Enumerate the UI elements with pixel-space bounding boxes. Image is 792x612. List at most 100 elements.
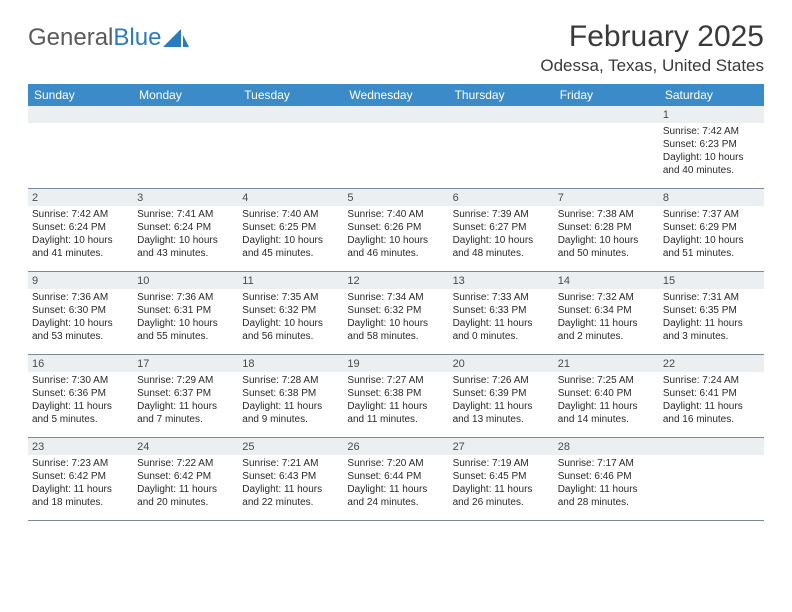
daylight-text: Daylight: 11 hours and 20 minutes. xyxy=(137,483,234,509)
calendar-grid: Sunday Monday Tuesday Wednesday Thursday… xyxy=(28,84,764,521)
sunset-text: Sunset: 6:42 PM xyxy=(32,470,129,483)
day-cell: 9Sunrise: 7:36 AMSunset: 6:30 PMDaylight… xyxy=(28,272,133,354)
daylight-text: Daylight: 10 hours and 50 minutes. xyxy=(558,234,655,260)
day-content: Sunrise: 7:26 AMSunset: 6:39 PMDaylight:… xyxy=(449,372,554,430)
day-number: 19 xyxy=(343,355,448,372)
day-number: 1 xyxy=(659,106,764,123)
day-content: Sunrise: 7:35 AMSunset: 6:32 PMDaylight:… xyxy=(238,289,343,347)
weekday-header: Thursday xyxy=(449,84,554,106)
brand-logo: GeneralBlue xyxy=(28,20,189,52)
sunset-text: Sunset: 6:32 PM xyxy=(347,304,444,317)
day-cell: 18Sunrise: 7:28 AMSunset: 6:38 PMDayligh… xyxy=(238,355,343,437)
daylight-text: Daylight: 11 hours and 13 minutes. xyxy=(453,400,550,426)
sunset-text: Sunset: 6:44 PM xyxy=(347,470,444,483)
sunrise-text: Sunrise: 7:17 AM xyxy=(558,457,655,470)
week-row: 16Sunrise: 7:30 AMSunset: 6:36 PMDayligh… xyxy=(28,355,764,438)
sunrise-text: Sunrise: 7:36 AM xyxy=(32,291,129,304)
day-content: Sunrise: 7:40 AMSunset: 6:26 PMDaylight:… xyxy=(343,206,448,264)
sunset-text: Sunset: 6:33 PM xyxy=(453,304,550,317)
sunrise-text: Sunrise: 7:37 AM xyxy=(663,208,760,221)
day-content: Sunrise: 7:42 AMSunset: 6:23 PMDaylight:… xyxy=(659,123,764,181)
sunrise-text: Sunrise: 7:42 AM xyxy=(32,208,129,221)
sunset-text: Sunset: 6:46 PM xyxy=(558,470,655,483)
sunset-text: Sunset: 6:45 PM xyxy=(453,470,550,483)
daylight-text: Daylight: 11 hours and 3 minutes. xyxy=(663,317,760,343)
day-cell: 3Sunrise: 7:41 AMSunset: 6:24 PMDaylight… xyxy=(133,189,238,271)
day-number: 27 xyxy=(449,438,554,455)
day-cell xyxy=(133,106,238,188)
day-number: 12 xyxy=(343,272,448,289)
day-cell: 15Sunrise: 7:31 AMSunset: 6:35 PMDayligh… xyxy=(659,272,764,354)
day-number: 18 xyxy=(238,355,343,372)
day-cell: 16Sunrise: 7:30 AMSunset: 6:36 PMDayligh… xyxy=(28,355,133,437)
day-cell: 11Sunrise: 7:35 AMSunset: 6:32 PMDayligh… xyxy=(238,272,343,354)
day-cell xyxy=(449,106,554,188)
day-cell: 17Sunrise: 7:29 AMSunset: 6:37 PMDayligh… xyxy=(133,355,238,437)
day-number: 20 xyxy=(449,355,554,372)
sunset-text: Sunset: 6:42 PM xyxy=(137,470,234,483)
daylight-text: Daylight: 11 hours and 28 minutes. xyxy=(558,483,655,509)
day-number: 4 xyxy=(238,189,343,206)
sunrise-text: Sunrise: 7:40 AM xyxy=(347,208,444,221)
sunrise-text: Sunrise: 7:21 AM xyxy=(242,457,339,470)
day-cell: 10Sunrise: 7:36 AMSunset: 6:31 PMDayligh… xyxy=(133,272,238,354)
sunset-text: Sunset: 6:31 PM xyxy=(137,304,234,317)
sunset-text: Sunset: 6:26 PM xyxy=(347,221,444,234)
day-number xyxy=(133,106,238,123)
day-cell: 8Sunrise: 7:37 AMSunset: 6:29 PMDaylight… xyxy=(659,189,764,271)
day-cell: 28Sunrise: 7:17 AMSunset: 6:46 PMDayligh… xyxy=(554,438,659,520)
day-content: Sunrise: 7:22 AMSunset: 6:42 PMDaylight:… xyxy=(133,455,238,513)
daylight-text: Daylight: 10 hours and 53 minutes. xyxy=(32,317,129,343)
sunset-text: Sunset: 6:40 PM xyxy=(558,387,655,400)
daylight-text: Daylight: 10 hours and 48 minutes. xyxy=(453,234,550,260)
day-content: Sunrise: 7:23 AMSunset: 6:42 PMDaylight:… xyxy=(28,455,133,513)
day-content: Sunrise: 7:17 AMSunset: 6:46 PMDaylight:… xyxy=(554,455,659,513)
day-content: Sunrise: 7:40 AMSunset: 6:25 PMDaylight:… xyxy=(238,206,343,264)
sunrise-text: Sunrise: 7:25 AM xyxy=(558,374,655,387)
location-subtitle: Odessa, Texas, United States xyxy=(540,56,764,76)
title-block: February 2025 Odessa, Texas, United Stat… xyxy=(540,20,764,76)
sunrise-text: Sunrise: 7:22 AM xyxy=(137,457,234,470)
day-content: Sunrise: 7:38 AMSunset: 6:28 PMDaylight:… xyxy=(554,206,659,264)
sunset-text: Sunset: 6:43 PM xyxy=(242,470,339,483)
logo-text-blue: Blue xyxy=(113,24,161,52)
day-content: Sunrise: 7:31 AMSunset: 6:35 PMDaylight:… xyxy=(659,289,764,347)
daylight-text: Daylight: 10 hours and 46 minutes. xyxy=(347,234,444,260)
daylight-text: Daylight: 11 hours and 5 minutes. xyxy=(32,400,129,426)
sunrise-text: Sunrise: 7:38 AM xyxy=(558,208,655,221)
day-content: Sunrise: 7:42 AMSunset: 6:24 PMDaylight:… xyxy=(28,206,133,264)
daylight-text: Daylight: 11 hours and 24 minutes. xyxy=(347,483,444,509)
sunrise-text: Sunrise: 7:40 AM xyxy=(242,208,339,221)
day-number: 2 xyxy=(28,189,133,206)
sunset-text: Sunset: 6:27 PM xyxy=(453,221,550,234)
day-cell: 19Sunrise: 7:27 AMSunset: 6:38 PMDayligh… xyxy=(343,355,448,437)
weekday-header: Saturday xyxy=(659,84,764,106)
day-cell: 12Sunrise: 7:34 AMSunset: 6:32 PMDayligh… xyxy=(343,272,448,354)
weekday-header: Wednesday xyxy=(343,84,448,106)
day-number xyxy=(449,106,554,123)
day-cell xyxy=(238,106,343,188)
sunrise-text: Sunrise: 7:42 AM xyxy=(663,125,760,138)
day-number: 16 xyxy=(28,355,133,372)
day-number: 26 xyxy=(343,438,448,455)
day-content: Sunrise: 7:37 AMSunset: 6:29 PMDaylight:… xyxy=(659,206,764,264)
day-cell: 2Sunrise: 7:42 AMSunset: 6:24 PMDaylight… xyxy=(28,189,133,271)
day-content: Sunrise: 7:41 AMSunset: 6:24 PMDaylight:… xyxy=(133,206,238,264)
day-cell: 6Sunrise: 7:39 AMSunset: 6:27 PMDaylight… xyxy=(449,189,554,271)
daylight-text: Daylight: 11 hours and 0 minutes. xyxy=(453,317,550,343)
day-number: 15 xyxy=(659,272,764,289)
day-number: 9 xyxy=(28,272,133,289)
day-content: Sunrise: 7:34 AMSunset: 6:32 PMDaylight:… xyxy=(343,289,448,347)
day-cell: 5Sunrise: 7:40 AMSunset: 6:26 PMDaylight… xyxy=(343,189,448,271)
day-cell xyxy=(343,106,448,188)
day-number: 13 xyxy=(449,272,554,289)
week-row: 23Sunrise: 7:23 AMSunset: 6:42 PMDayligh… xyxy=(28,438,764,521)
week-row: 9Sunrise: 7:36 AMSunset: 6:30 PMDaylight… xyxy=(28,272,764,355)
sunrise-text: Sunrise: 7:20 AM xyxy=(347,457,444,470)
sunset-text: Sunset: 6:37 PM xyxy=(137,387,234,400)
sunrise-text: Sunrise: 7:26 AM xyxy=(453,374,550,387)
sunrise-text: Sunrise: 7:28 AM xyxy=(242,374,339,387)
sunrise-text: Sunrise: 7:36 AM xyxy=(137,291,234,304)
daylight-text: Daylight: 10 hours and 45 minutes. xyxy=(242,234,339,260)
day-number xyxy=(238,106,343,123)
